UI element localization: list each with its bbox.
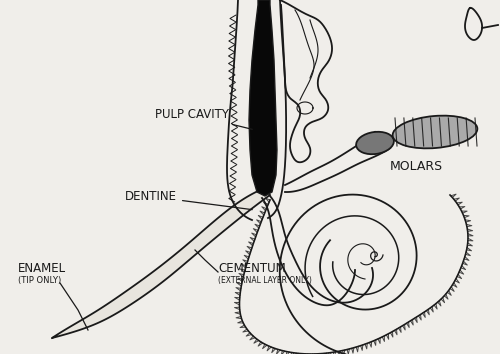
- Text: (TIP ONLY): (TIP ONLY): [18, 276, 61, 285]
- Text: ENAMEL: ENAMEL: [18, 262, 66, 275]
- Polygon shape: [52, 188, 270, 338]
- Ellipse shape: [392, 116, 478, 148]
- Text: PULP CAVITY: PULP CAVITY: [155, 108, 252, 129]
- Text: DENTINE: DENTINE: [125, 190, 252, 210]
- Text: (EXTERNAL LAYER ONLY): (EXTERNAL LAYER ONLY): [218, 276, 312, 285]
- Text: CEMENTUM: CEMENTUM: [218, 262, 286, 275]
- Text: MOLARS: MOLARS: [390, 160, 443, 173]
- Ellipse shape: [356, 132, 394, 154]
- Polygon shape: [249, 0, 277, 196]
